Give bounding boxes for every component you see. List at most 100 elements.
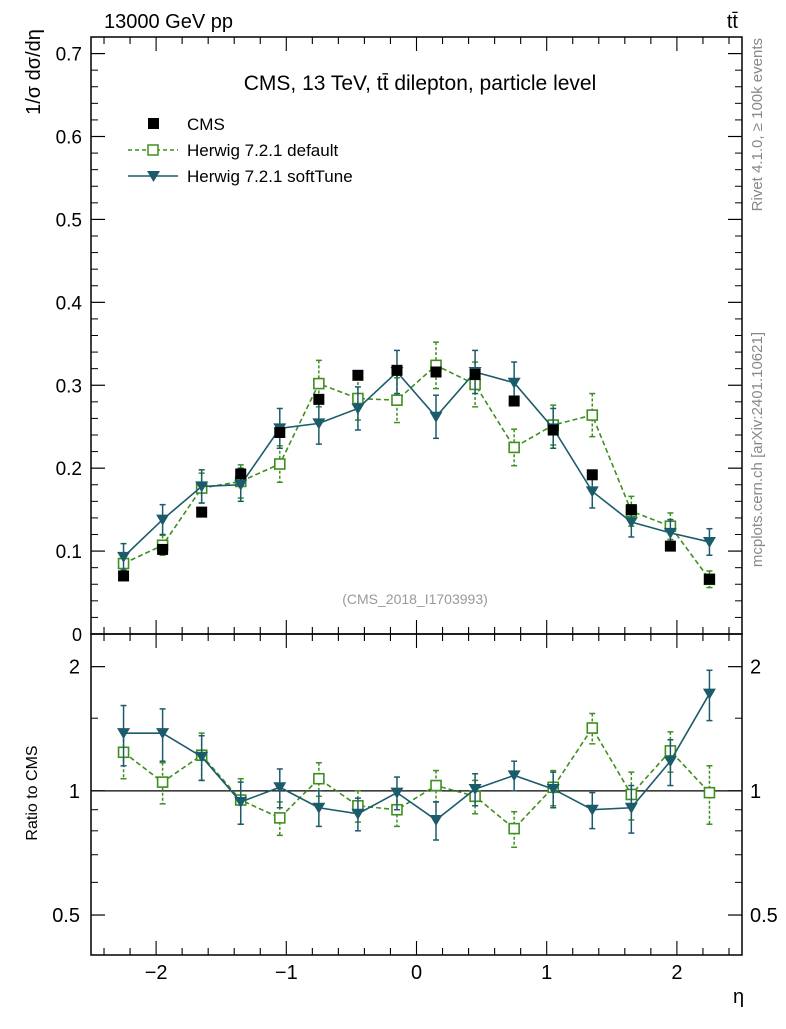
- main-point-softtune: [429, 411, 443, 423]
- ratio-ylabel: Ratio to CMS: [24, 745, 41, 840]
- main-panel: CMS, 13 TeV, tt̄ dilepton, particle leve…: [23, 29, 743, 645]
- main-point-softtune: [195, 481, 209, 493]
- main-point-softtune: [507, 377, 521, 389]
- main-title: CMS, 13 TeV, tt̄ dilepton, particle leve…: [244, 72, 597, 95]
- legend-cms-marker: [148, 118, 159, 129]
- ratio-point-softtune: [195, 751, 209, 763]
- ratio-point-default: [703, 786, 716, 799]
- ratio-ytick-label-right: 0.5: [750, 905, 778, 927]
- main-point-cms: [313, 393, 325, 405]
- x-axis-label: η: [733, 986, 744, 1008]
- legend-softtune-marker: [147, 171, 160, 182]
- ratio-ytick-label: 2: [69, 657, 80, 679]
- ratio-point-softtune: [507, 770, 521, 782]
- ratio-series: [117, 669, 716, 848]
- energy-label: 13000 GeV pp: [104, 11, 233, 33]
- main-xticks: [103, 37, 730, 634]
- main-ytick-label: 0.1: [56, 542, 82, 563]
- main-series-solid-triangle: [117, 349, 716, 571]
- main-point-cms: [391, 364, 403, 376]
- main-ytick-label: 0.2: [56, 459, 82, 480]
- main-point-softtune: [585, 486, 599, 498]
- ratio-point-softtune: [312, 802, 326, 814]
- main-point-cms: [157, 543, 169, 555]
- ratio-point-softtune: [624, 802, 638, 814]
- ratio-point-default: [313, 772, 325, 785]
- ratio-ytick-label: 1: [69, 781, 80, 803]
- main-yticks: 0.1 0.2 0.3 0.4 0.5 0.6 0.7: [56, 45, 742, 618]
- main-line: [123, 364, 711, 580]
- main-point-cms: [586, 469, 598, 481]
- ratio-line: [123, 693, 711, 821]
- main-point-cms: [430, 366, 442, 378]
- main-point-cms: [118, 570, 130, 582]
- main-point-cms: [664, 540, 676, 552]
- ratio-point-softtune: [390, 787, 404, 799]
- ratio-xticks: −2 −1 0 1 2: [103, 634, 730, 984]
- main-ylabel: 1/σ dσ/dη: [23, 29, 45, 115]
- ratio-point-softtune: [546, 784, 560, 796]
- main-zero-label: 0: [72, 625, 82, 645]
- xtick-label: −1: [275, 962, 298, 984]
- main-ytick-label: 0.4: [56, 293, 83, 314]
- ratio-point-softtune: [117, 728, 131, 740]
- ratio-point-softtune: [156, 728, 170, 740]
- main-point-softtune: [312, 418, 326, 430]
- xtick-label: −2: [145, 962, 168, 984]
- ratio-point-softtune: [234, 796, 248, 808]
- ratio-point-softtune: [273, 782, 287, 794]
- ratio-series-dashed-open-square: [117, 712, 716, 848]
- main-point-default: [391, 394, 403, 406]
- main-point-softtune: [663, 527, 677, 539]
- svg-text:1/σ dσ/dη: 1/σ dσ/dη: [23, 29, 45, 115]
- main-point-cms: [235, 468, 247, 480]
- legend-cms-label: CMS: [187, 115, 225, 134]
- ratio-point-default: [430, 779, 442, 792]
- watermark: (CMS_2018_I1703993): [342, 591, 488, 607]
- ratio-point-softtune: [468, 784, 482, 796]
- main-point-softtune: [351, 403, 365, 415]
- ratio-point-default: [508, 822, 520, 835]
- ratio-point-softtune: [351, 808, 365, 820]
- main-point-default: [273, 458, 286, 470]
- main-point-cms: [508, 395, 520, 407]
- main-point-default: [586, 409, 599, 421]
- main-series: [117, 341, 716, 589]
- ratio-point-softtune: [702, 688, 716, 700]
- main-point-softtune: [234, 479, 248, 491]
- main-line: [122, 370, 710, 558]
- ratio-point-softtune: [429, 814, 443, 826]
- xtick-label: 2: [671, 962, 682, 984]
- main-ytick-label: 0.3: [56, 376, 82, 397]
- main-point-softtune: [624, 517, 638, 529]
- main-point-cms: [274, 427, 286, 439]
- ratio-panel: Ratio to CMS 0.5 0.5 1 1 2 2 −2 −1 0 1 2 η: [24, 633, 778, 1008]
- legend-default-label: Herwig 7.2.1 default: [187, 141, 338, 160]
- main-series-dashed-open-square: [117, 341, 716, 589]
- mcplots-label: mcplots.cern.ch [arXiv:2401.10621]: [749, 332, 766, 567]
- main-ytick-label: 0.5: [56, 210, 82, 231]
- ratio-point-default: [273, 812, 286, 824]
- main-point-cms: [469, 368, 481, 380]
- main-point-cms: [196, 506, 208, 518]
- ratio-ytick-label-right: 1: [750, 781, 761, 803]
- main-ytick-label: 0.7: [56, 45, 82, 66]
- rivet-label: Rivet 4.1.0, ≥ 100k events: [749, 38, 766, 211]
- legend-softtune-label: Herwig 7.2.1 softTune: [187, 167, 353, 186]
- ratio-line: [123, 726, 711, 830]
- main-point-cms: [352, 369, 364, 381]
- main-ytick-label: 0.6: [56, 128, 82, 149]
- main-point-cms: [547, 424, 559, 436]
- ratio-point-softtune: [663, 756, 677, 768]
- main-point-cms: [703, 573, 715, 585]
- xtick-label: 1: [541, 962, 552, 984]
- ratio-yticks: 0.5 0.5 1 1 2 2: [52, 657, 778, 927]
- main-point-default: [313, 377, 325, 390]
- main-point-softtune: [156, 514, 170, 526]
- ratio-point-default: [156, 776, 169, 788]
- legend: CMS Herwig 7.2.1 default Herwig 7.2.1 so…: [128, 115, 353, 186]
- ratio-point-default: [586, 722, 599, 734]
- xtick-label: 0: [411, 962, 422, 984]
- main-point-softtune: [117, 551, 131, 563]
